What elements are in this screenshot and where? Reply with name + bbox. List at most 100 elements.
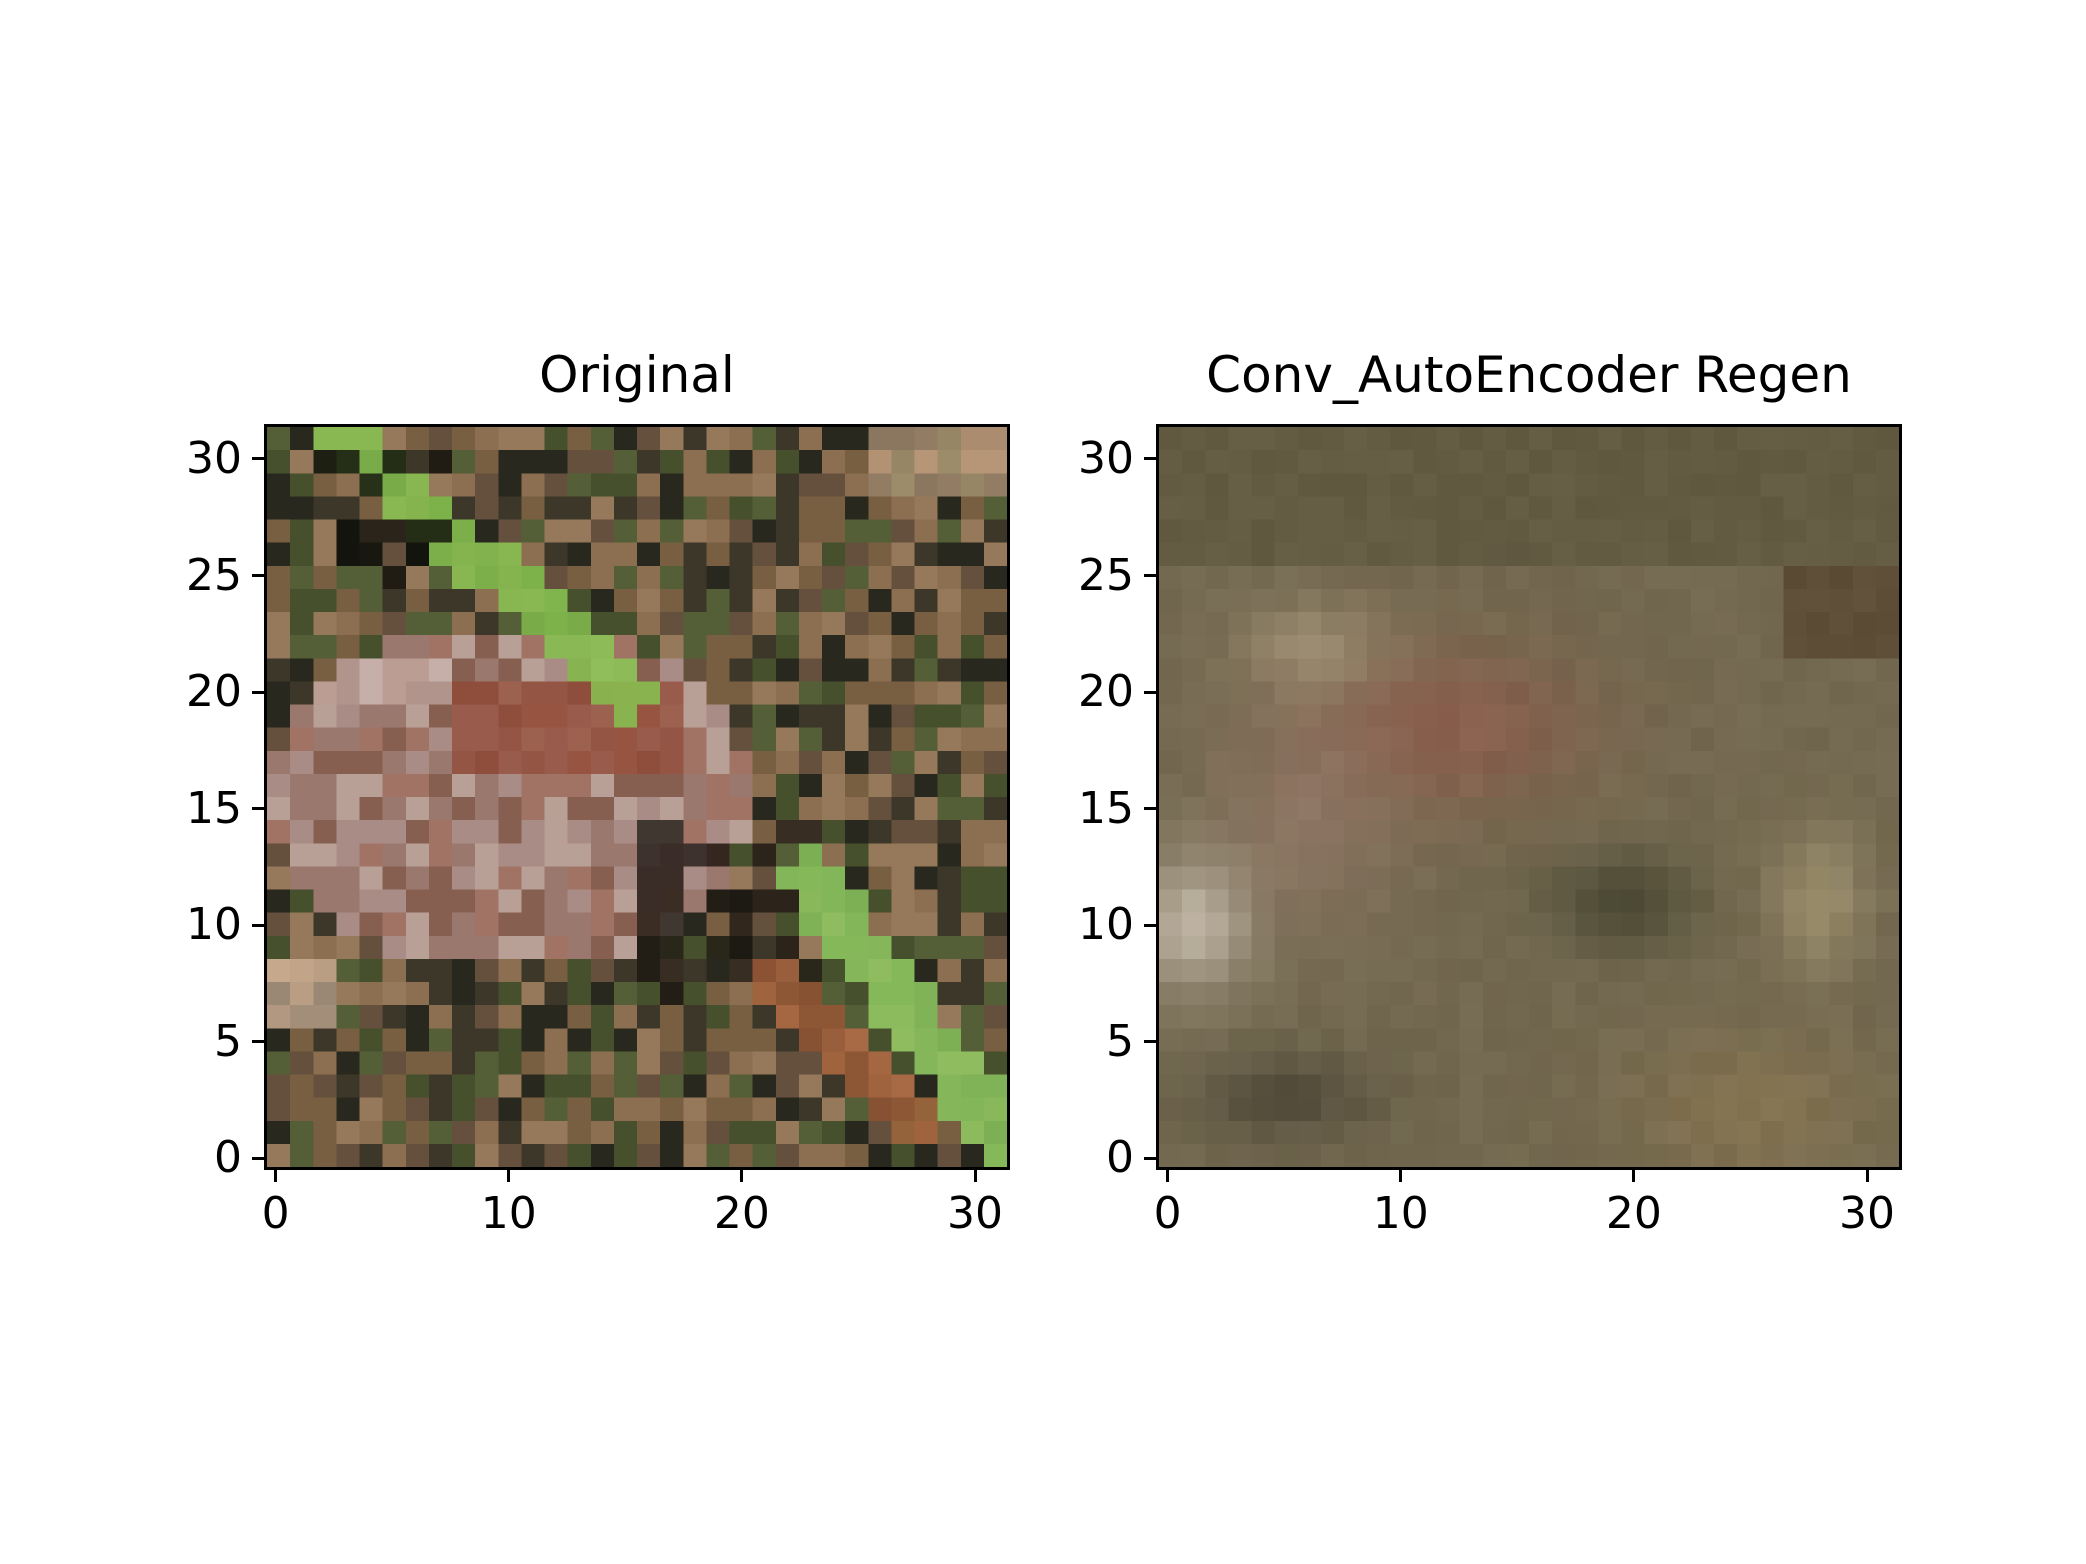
- pixel: [1783, 704, 1807, 729]
- pixel: [983, 588, 1007, 613]
- pixel: [960, 1097, 985, 1122]
- pixel: [1436, 588, 1461, 613]
- pixel: [660, 635, 684, 659]
- pixel: [1205, 1051, 1229, 1075]
- pixel: [1205, 958, 1229, 983]
- pixel: [1529, 958, 1553, 983]
- pixel: [845, 727, 869, 752]
- pixel: [729, 588, 754, 613]
- pixel: [1852, 450, 1877, 474]
- pixel: [1413, 1143, 1437, 1167]
- pixel: [382, 912, 407, 937]
- pixel: [1575, 1097, 1599, 1122]
- pixel: [1251, 681, 1276, 705]
- pixel: [891, 797, 915, 821]
- pixel: [382, 1005, 407, 1029]
- pixel: [613, 1097, 638, 1122]
- pixel: [1690, 773, 1715, 798]
- pixel: [1320, 1028, 1345, 1052]
- pixel: [498, 797, 522, 821]
- pixel: [452, 912, 476, 937]
- pixel: [1482, 1097, 1507, 1122]
- pixel: [1344, 635, 1368, 659]
- pixel: [1806, 519, 1831, 544]
- pixel: [1598, 1097, 1622, 1122]
- pixel: [267, 450, 291, 474]
- pixel: [1575, 843, 1599, 867]
- pixel: [382, 797, 407, 821]
- pixel: [683, 450, 707, 474]
- pixel: [1251, 727, 1276, 752]
- pixel: [1505, 1005, 1530, 1029]
- pixel: [775, 866, 800, 890]
- pixel: [359, 1005, 384, 1029]
- pixel: [1367, 889, 1391, 914]
- pixel: [798, 1051, 823, 1075]
- pixel: [428, 658, 453, 682]
- pixel: [1806, 935, 1831, 960]
- pixel: [868, 612, 892, 636]
- pixel: [1274, 658, 1299, 682]
- pixel: [521, 519, 545, 544]
- pixel: [1344, 820, 1368, 844]
- pixel: [868, 519, 892, 544]
- pixel: [1806, 450, 1831, 474]
- pixel: [660, 935, 684, 960]
- pixel: [1251, 866, 1276, 890]
- pixel: [613, 612, 638, 636]
- pixel: [775, 889, 800, 914]
- pixel: [914, 450, 939, 474]
- pixel: [1690, 1074, 1715, 1099]
- pixel: [1505, 866, 1530, 890]
- pixel: [891, 1074, 915, 1099]
- pixel: [544, 658, 569, 682]
- pixel: [1575, 496, 1599, 520]
- pixel: [267, 1051, 291, 1075]
- pixel: [1829, 982, 1854, 1006]
- pixel: [845, 588, 869, 613]
- pixel: [868, 773, 892, 798]
- pixel: [729, 935, 754, 960]
- pixel: [405, 727, 430, 752]
- pixel: [1436, 612, 1461, 636]
- pixel: [267, 1028, 291, 1052]
- pixel: [267, 1005, 291, 1029]
- pixel: [1714, 1074, 1738, 1099]
- pixel: [1737, 427, 1761, 451]
- pixel: [475, 935, 499, 960]
- pixel: [1228, 519, 1252, 544]
- pixel: [960, 982, 985, 1006]
- pixel: [683, 935, 707, 960]
- pixel: [290, 750, 314, 775]
- pixel: [1667, 1051, 1692, 1075]
- pixel: [845, 450, 869, 474]
- pixel: [1621, 450, 1646, 474]
- pixel: [313, 1028, 337, 1052]
- pixel: [1852, 681, 1877, 705]
- pixel: [1274, 519, 1299, 544]
- pixel: [613, 820, 638, 844]
- pixel: [891, 427, 915, 451]
- pixel: [845, 565, 869, 590]
- pixel: [1390, 519, 1414, 544]
- pixel: [359, 542, 384, 567]
- pixel: [1390, 1097, 1414, 1122]
- pixel: [914, 982, 939, 1006]
- pixel: [1875, 565, 1899, 590]
- pixel: [428, 889, 453, 914]
- pixel: [775, 727, 800, 752]
- pixel: [1760, 1097, 1784, 1122]
- pixel: [1320, 889, 1345, 914]
- pixel: [706, 635, 730, 659]
- pixel: [1182, 889, 1206, 914]
- pixel: [428, 450, 453, 474]
- pixel: [1760, 727, 1784, 752]
- pixel: [1182, 1143, 1206, 1167]
- pixel: [798, 727, 823, 752]
- pixel: [1829, 820, 1854, 844]
- pixel: [1875, 797, 1899, 821]
- pixel: [1644, 1143, 1669, 1167]
- pixel: [1297, 866, 1322, 890]
- pixel: [822, 473, 846, 497]
- pixel: [267, 797, 291, 821]
